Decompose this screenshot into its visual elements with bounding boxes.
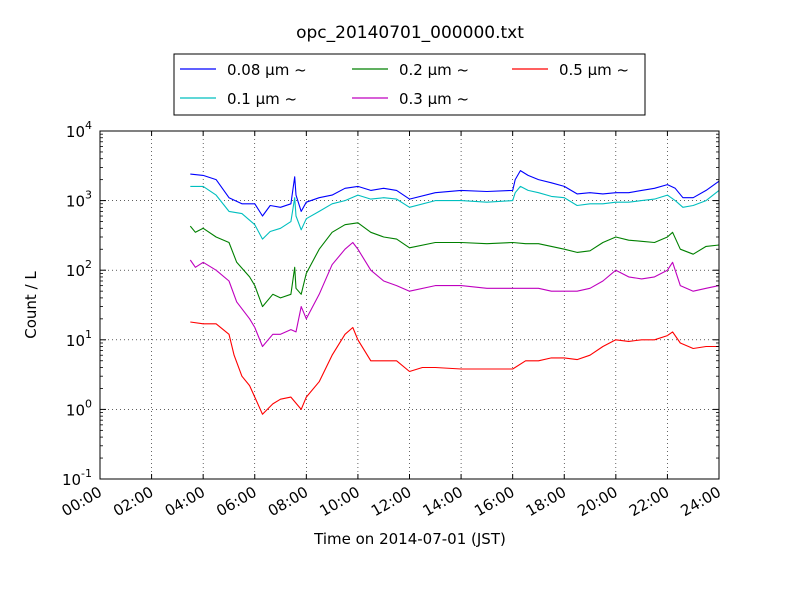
legend-label-1: 0.1 μm ~ [227,90,297,108]
legend-items: 0.08 μm ~ 0.1 μm ~ 0.2 μm ~ 0.3 μm ~ 0.5 μm … [180,61,629,108]
legend-label-0: 0.08 μm ~ [227,61,307,79]
y-tick-label: 100 [66,397,92,419]
y-tick-label: 104 [66,119,92,141]
axis-ticks [99,130,720,480]
y-tick-labels: 10-1 100 101 102 103 104 [62,119,92,489]
legend-label-4: 0.5 μm ~ [559,61,629,79]
series-line-2 [189,222,720,308]
legend-label-3: 0.3 μm ~ [399,90,469,108]
y-tick-label: 10-1 [62,467,92,489]
y-tick-label: 102 [66,258,92,280]
y-tick-label: 103 [66,189,92,211]
y-axis-label: Count / L [22,271,40,339]
legend: 0.08 μm ~ 0.1 μm ~ 0.2 μm ~ 0.3 μm ~ 0.5 μm … [173,53,646,116]
series-line-0 [190,170,720,217]
chart-title: opc_20140701_000000.txt [296,23,524,43]
x-axis-label: Time on 2014-07-01 (JST) [313,530,506,548]
y-tick-label: 101 [66,328,92,350]
legend-box [173,53,646,116]
series-line-1 [190,185,720,240]
series-line-4 [190,321,719,415]
legend-label-2: 0.2 μm ~ [399,61,469,79]
plot-series [189,170,720,415]
series-line-3 [189,241,720,348]
